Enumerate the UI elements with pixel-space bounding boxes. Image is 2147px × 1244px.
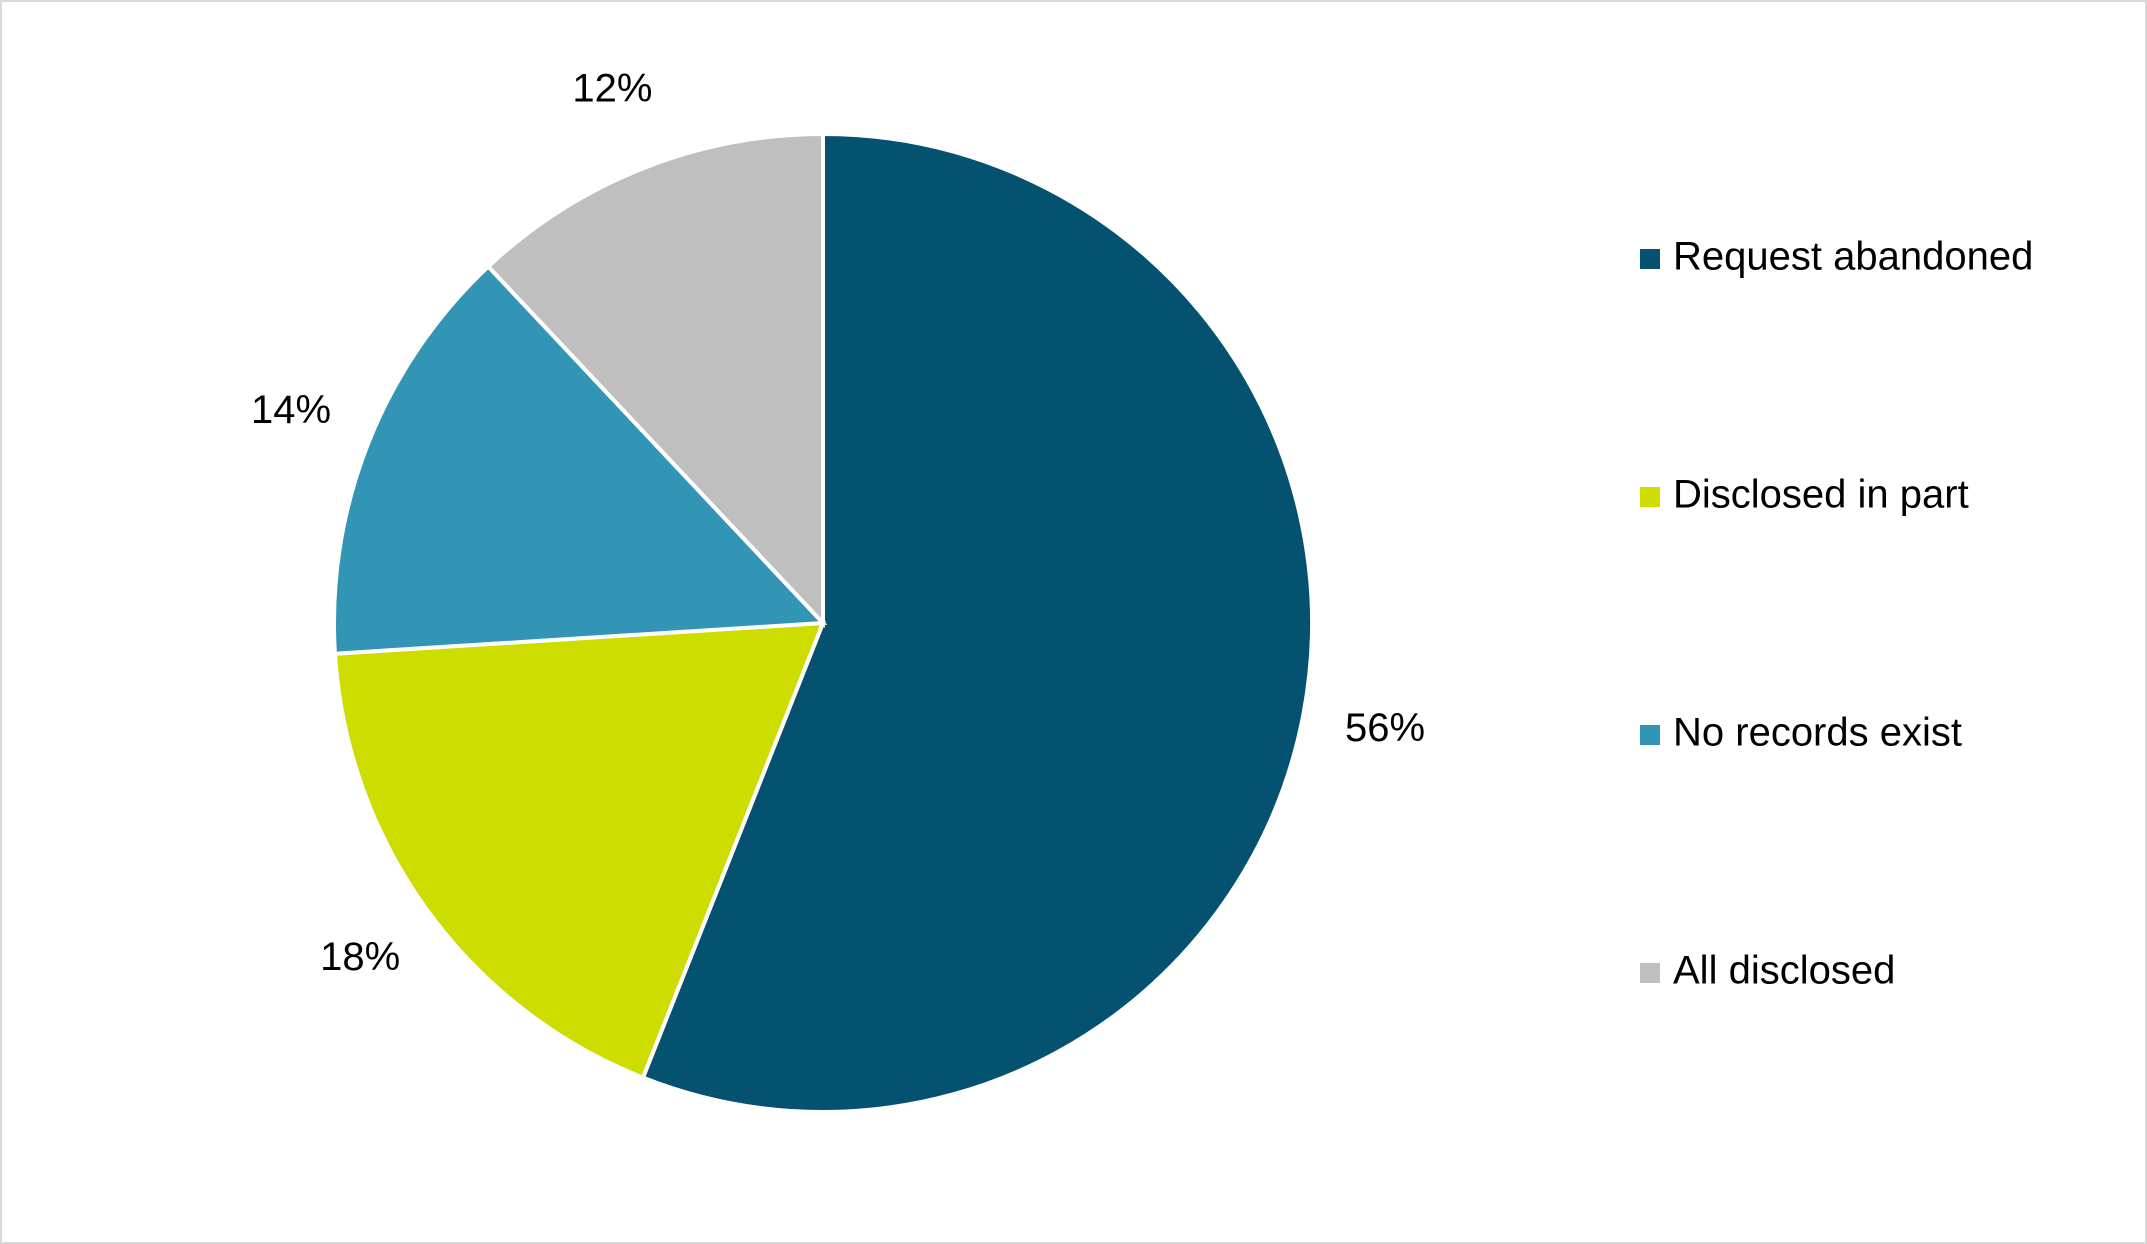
legend-label: All disclosed bbox=[1673, 949, 1895, 993]
legend-label: No records exist bbox=[1673, 711, 1962, 755]
legend-swatch bbox=[1640, 725, 1660, 745]
data-label: 18% bbox=[320, 935, 400, 979]
data-label: 14% bbox=[251, 388, 331, 432]
legend-label: Request abandoned bbox=[1673, 235, 2033, 279]
pie-slice bbox=[332, 263, 828, 656]
data-label: 56% bbox=[1345, 706, 1425, 750]
legend-swatch bbox=[1640, 249, 1660, 269]
pie-slice bbox=[640, 131, 1315, 1114]
pie-slice bbox=[485, 131, 825, 629]
pie-slice bbox=[332, 620, 827, 1081]
legend-label: Disclosed in part bbox=[1673, 473, 1969, 517]
legend-swatch bbox=[1640, 963, 1660, 983]
data-label: 12% bbox=[572, 67, 652, 111]
legend-swatch bbox=[1640, 487, 1660, 507]
